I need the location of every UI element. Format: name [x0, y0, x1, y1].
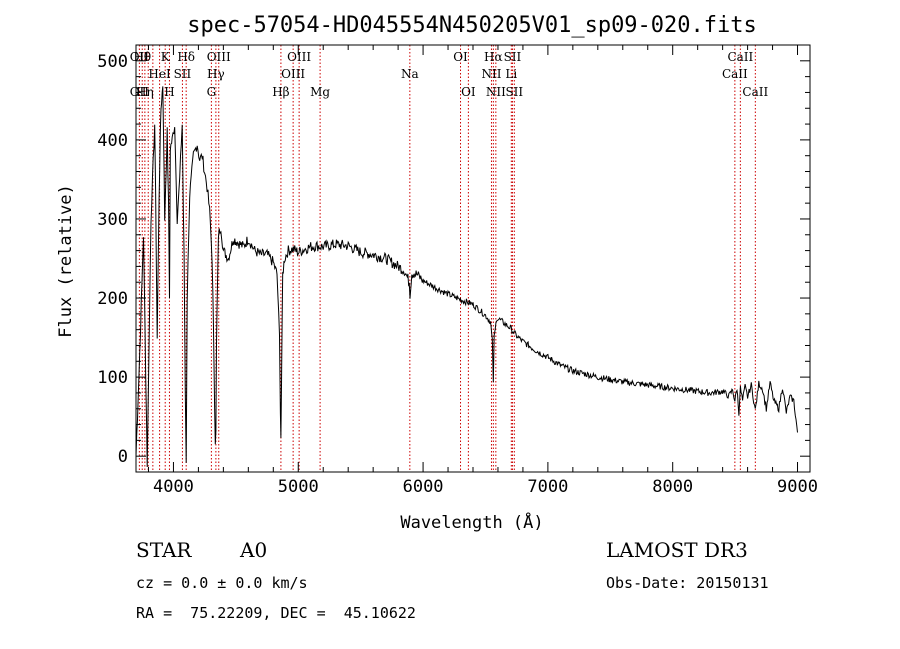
x-axis-ticks: 4000 5000 6000 7000 8000 9000 [147, 45, 818, 497]
y-tick-label-400: 400 [97, 131, 128, 151]
y-tick-label-300: 300 [97, 210, 128, 230]
line-markers [138, 45, 756, 472]
chart-title: spec-57054-HD045554N450205V01_sp09-020.f… [187, 13, 757, 38]
line-marker-label-6-top: K [161, 50, 171, 64]
line-marker-label-10-bot: G [207, 85, 217, 99]
line-marker-label-9-top: Hδ [177, 50, 195, 64]
line-marker-label-8-mid: SII [174, 67, 192, 81]
y-tick-label-0: 0 [118, 447, 128, 467]
line-marker-label-14-mid: OIII [281, 67, 305, 81]
line-marker-label-5-mid: HeI [148, 67, 171, 81]
line-marker-label-11-mid: Hγ [207, 67, 225, 81]
y-tick-label-500: 500 [97, 52, 128, 72]
observation-date: Obs-Date: 20150131 [606, 574, 769, 592]
x-tick-label-5000: 5000 [278, 477, 319, 497]
ra-dec: RA = 75.22209, DEC = 45.10622 [136, 604, 416, 622]
line-marker-label-28-bot: CaII [742, 85, 768, 99]
survey-name: LAMOST DR3 [606, 538, 748, 562]
line-marker-label-16-bot: Mg [310, 85, 330, 99]
line-marker-label-17-mid: Na [401, 67, 419, 81]
y-tick-label-100: 100 [97, 368, 128, 388]
line-marker-label-22-bot: NII [486, 85, 506, 99]
y-axis-ticks: 0 100 200 300 400 500 [97, 52, 810, 467]
line-marker-label-2-bot: Hη [136, 85, 154, 99]
line-marker-label-12-top: OIII [207, 50, 231, 64]
x-tick-label-9000: 9000 [777, 477, 818, 497]
spectrum-chart: spec-57054-HD045554N450205V01_sp09-020.f… [56, 13, 818, 533]
object-class: STAR [136, 538, 192, 562]
line-marker-label-20-mid: NII [481, 67, 501, 81]
line-marker-label-25-bot: SII [505, 85, 523, 99]
line-marker-label-24-top: SII [504, 50, 522, 64]
line-marker-label-15-top: OIII [287, 50, 311, 64]
x-tick-label-7000: 7000 [527, 477, 568, 497]
line-marker-label-18-top: OI [453, 50, 468, 64]
line-marker-label-7-bot: H [164, 85, 174, 99]
line-marker-label-27-top: CaII [727, 50, 753, 64]
line-marker-label-13-bot: Hβ [272, 85, 289, 99]
line-marker-label-23-mid: Li [505, 67, 517, 81]
redshift-cz: cz = 0.0 ± 0.0 km/s [136, 574, 308, 592]
y-tick-label-200: 200 [97, 289, 128, 309]
line-marker-label-19-bot: OI [461, 85, 476, 99]
x-tick-label-8000: 8000 [652, 477, 693, 497]
y-axis-label: Flux (relative) [56, 184, 76, 338]
object-subclass: A0 [240, 538, 268, 562]
x-axis-label: Wavelength (Å) [400, 511, 543, 533]
line-marker-label-26-mid: CaII [722, 67, 748, 81]
x-tick-label-6000: 6000 [403, 477, 444, 497]
plot-frame [135, 44, 811, 473]
line-marker-label-21-top: Hα [484, 50, 503, 64]
x-tick-label-4000: 4000 [153, 477, 194, 497]
spectrum-line [135, 86, 798, 468]
line-marker-labels: OIIOIIHθHηHeIKHSIIHδGHγOIIIHβOIIIOIIIMgN… [130, 50, 769, 99]
